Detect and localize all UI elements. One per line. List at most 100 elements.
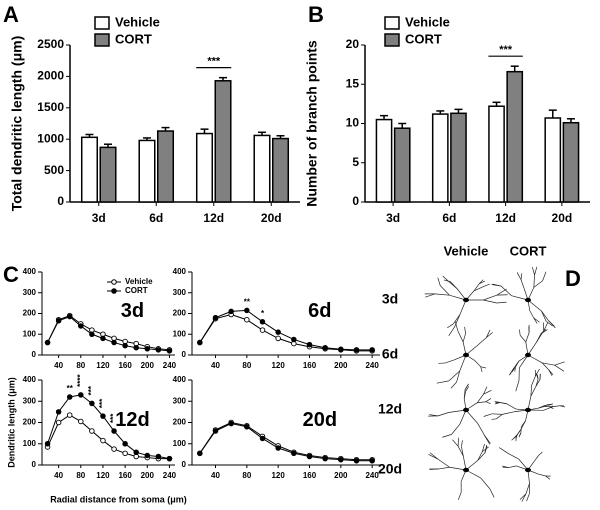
dendrite [448,370,460,382]
y-tick-label: 100 [173,329,187,338]
neuron-tracing [483,368,565,442]
dendrite [473,286,484,292]
bar [138,139,156,203]
line [199,314,373,352]
dendrite [447,323,454,329]
y-tick-label: 300 [173,396,187,405]
point [89,400,95,407]
dendrite [519,493,527,500]
dendrite [483,413,492,417]
point [44,441,51,447]
y-tick-label: 0 [57,194,64,208]
dendrite [527,287,535,301]
y-tick-label: 400 [173,375,187,384]
dendrite [485,401,491,404]
y-tick-label: 1000 [37,131,64,145]
line [199,421,373,461]
bar [488,105,505,203]
legend-label: Vehicle [405,14,450,29]
point [55,409,62,415]
bar [375,118,393,203]
x-tick-label: 200 [141,361,155,370]
point [197,339,203,346]
dendrite [457,330,464,343]
x-tick-label: 12d [495,211,516,225]
neuron-tracing [509,322,565,392]
dendrite [516,272,522,280]
y-tick-label: 100 [23,329,37,338]
dendrite [453,314,461,325]
x-tick-label: 160 [303,361,317,370]
error-bar [492,101,501,107]
error-bar [200,128,209,134]
legend-swatch [94,33,110,47]
dendrite [509,368,514,375]
dendrite [507,453,519,460]
x-tick-label: 12d [203,211,224,225]
y-axis-label: Number of branch points [304,40,320,207]
row-label: 3d [382,291,398,307]
point [111,339,117,346]
point [369,347,375,353]
dendrite [480,366,483,373]
x-tick-label: 120 [271,471,285,480]
significance-label: **** [76,374,85,387]
error-bar [257,131,266,136]
panel-label: C [3,262,19,287]
dendrite [491,413,503,415]
panel-title: 12d [115,409,149,431]
dendrite [496,301,507,304]
panel-label: B [308,2,324,27]
dendrite [425,293,435,298]
dendrite [457,492,462,500]
x-tick-label: 80 [242,471,251,480]
x-tick-label: 3d [386,211,400,225]
x-tick-label: 240 [365,471,379,480]
dendrite [492,283,502,287]
point [66,394,73,400]
dendrite [478,280,485,285]
dendrite [457,446,464,457]
error-bar [398,122,407,129]
significance-label: * [261,309,265,318]
dendrite [553,405,560,407]
point [306,341,313,348]
row-label: 20d [378,461,402,477]
y-tick-label: 200 [23,418,37,427]
dendrite [486,329,491,338]
bar [272,137,290,203]
error-bar [276,134,285,139]
dendrite [519,329,521,336]
dendrite [544,404,549,407]
dendrite [541,310,549,321]
significance-label: *** [207,56,221,68]
dendrite [548,369,553,376]
y-tick-label: 5 [352,155,359,169]
dendrite [463,389,466,399]
dendrite [459,299,467,315]
dendrite [559,405,565,408]
dendrite [527,469,530,484]
dendrite [519,335,527,343]
significance-label: *** [499,44,513,56]
dendrite [459,354,467,372]
dendrite [478,337,487,345]
dendrite [533,280,543,288]
dendrite [461,440,463,447]
point [259,319,266,325]
dendrite [543,322,549,332]
error-bar [510,65,519,72]
x-tick-label: 200 [334,471,348,480]
significance-label: *** [109,413,118,423]
dendrite [484,444,488,453]
x-tick-label: 200 [141,471,155,480]
dendrite [461,446,464,457]
soma [525,297,531,303]
dendrite [473,283,480,291]
dendrite [474,360,481,367]
error-bar [104,143,113,148]
dendrite [454,321,459,332]
dendrite [513,360,520,369]
dendrite [494,401,501,403]
x-tick-label: 200 [334,361,348,370]
